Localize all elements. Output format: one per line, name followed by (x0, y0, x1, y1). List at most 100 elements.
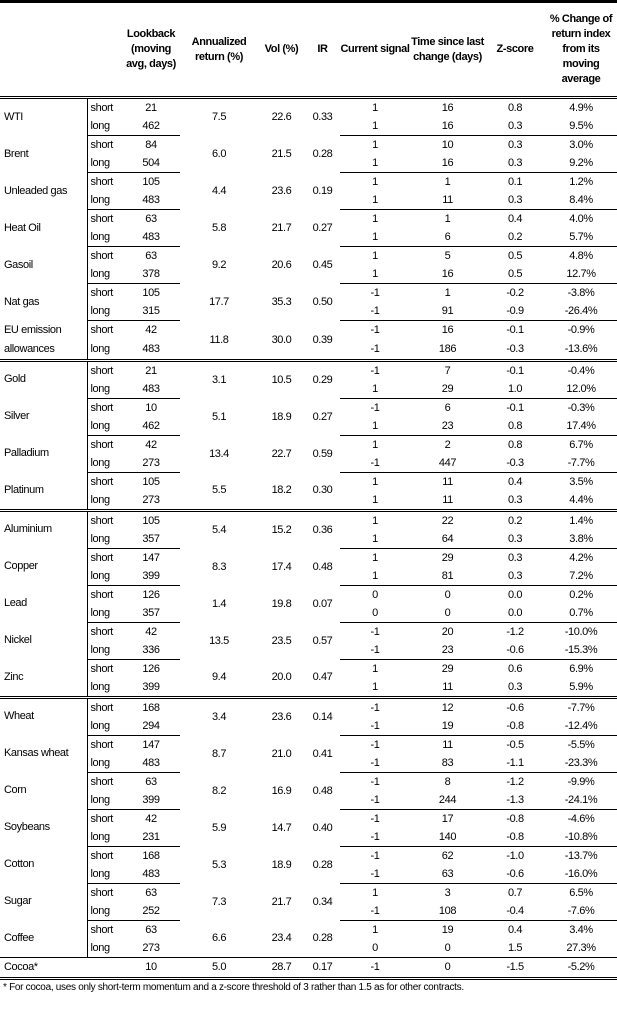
lookback-cell: 21 (122, 358, 180, 380)
pct-cell: 5.7% (545, 228, 617, 247)
signal-cell: -1 (340, 716, 410, 736)
horizon-label: long (86, 716, 122, 736)
horizon-label: short (86, 585, 122, 604)
lookback-cell: 357 (122, 603, 180, 623)
commodity-name: Coffee (4, 931, 34, 944)
horizon-label: long (86, 827, 122, 847)
commodity-name: Aluminium (0, 508, 87, 548)
pct-cell: 12.0% (545, 379, 617, 399)
vol-cell: 23.6 (271, 185, 292, 197)
horizon-label: short (86, 508, 122, 530)
horizon-label: short (86, 695, 122, 717)
pct-cell: 8.4% (545, 191, 617, 210)
z-cell: 0.2 (485, 508, 545, 530)
signal-cell: -1 (370, 849, 380, 862)
z-cell: -0.3 (485, 339, 545, 361)
table-row: Cotton short 168 5.3 18.9 0.28 -1 62 -1.0 -13.7% (0, 846, 617, 871)
pct-cell: -7.7% (545, 453, 617, 473)
horizon-label: long (86, 228, 122, 247)
time-cell: 186 (410, 339, 485, 361)
signal-cell: 1 (340, 228, 410, 247)
ann-cell: 3.1 (180, 358, 258, 398)
table-row: long 462 1 23 0.8 17.4% (0, 416, 617, 436)
table-row: Nat gas short 105 17.7 35.3 0.50 -1 1 -0.2 -3.8% (0, 283, 617, 308)
vol-cell: 30.0 (271, 333, 292, 346)
lookback-cell: 168 (122, 695, 180, 717)
commodity-name: Platinum (4, 483, 44, 496)
ir-cell: 0.40 (312, 821, 333, 834)
time-cell: 11 (410, 191, 485, 210)
time-cell: 1 (444, 176, 451, 188)
time-cell: 6 (444, 401, 451, 414)
commodity-name: Gold (0, 358, 87, 398)
vol-cell: 18.9 (271, 858, 292, 871)
lookback-cell: 42 (145, 438, 157, 451)
ir-cell: 0.29 (305, 358, 340, 398)
ann-cell: 5.9 (211, 821, 227, 834)
table-row: Coffee short 63 6.6 23.4 0.28 1 19 0.4 3.4% (0, 920, 617, 944)
z-cell: 0.4 (507, 213, 523, 225)
lookback-cell: 147 (142, 738, 160, 751)
horizon-label: long (86, 117, 122, 136)
commodity-name: Copper (4, 560, 38, 572)
horizon-label: short (86, 920, 122, 939)
pct-cell: 1.2% (569, 176, 593, 188)
z-cell: -0.9 (485, 302, 545, 321)
ann-cell: 5.0 (180, 956, 258, 980)
horizon-label: short (86, 548, 122, 567)
lookback-cell: 10 (145, 401, 157, 414)
z-cell: 0.2 (485, 228, 545, 247)
pct-cell: -24.1% (545, 790, 617, 810)
z-cell: 0.8 (507, 102, 523, 114)
pct-cell: 4.9% (569, 102, 593, 114)
lookback-cell: 10 (122, 956, 180, 980)
signal-cell: 1 (340, 416, 410, 436)
lookback-cell: 273 (122, 938, 180, 958)
pct-cell: 0.7% (545, 603, 617, 623)
time-cell: 7 (410, 358, 485, 380)
horizon-label: long (86, 640, 122, 660)
table-row: long 336 -1 23 -0.6 -15.3% (0, 640, 617, 660)
signal-cell: -1 (340, 358, 410, 380)
table-row: Gasoil short 63 9.2 20.6 0.45 1 5 0.5 4.8% (0, 246, 617, 271)
time-cell: 0 (410, 956, 485, 980)
time-cell: 81 (410, 566, 485, 586)
z-cell: 0.8 (507, 438, 523, 451)
table-row: EU emission allowances short 42 11.8 30.0 0.3… (0, 320, 617, 355)
signal-cell: 1 (340, 154, 410, 173)
commodity-name: Cocoa* (0, 956, 87, 980)
horizon-label: short (86, 735, 122, 754)
commodity-name: Silver (4, 410, 30, 422)
pct-cell: -0.3% (567, 401, 595, 414)
signal-cell: -1 (340, 753, 410, 773)
lookback-cell: 336 (122, 640, 180, 660)
table-row: Soybeans short 42 5.9 14.7 0.40 -1 17 -0.8 -4.6% (0, 809, 617, 834)
lookback-cell: 483 (122, 228, 180, 247)
table-row: Corn short 63 8.2 16.9 0.48 -1 8 -1.2 -9.9% (0, 772, 617, 797)
vol-cell: 21.7 (271, 222, 292, 234)
z-cell: 0.3 (485, 529, 545, 549)
ann-cell: 5.1 (211, 410, 227, 423)
commodity-name: Cotton (4, 858, 35, 870)
pct-cell: -13.6% (545, 339, 617, 361)
horizon-label: long (86, 603, 122, 623)
commodity-name: Kansas wheat (4, 747, 69, 759)
pct-cell: -5.2% (545, 956, 617, 980)
table-row: long 399 1 81 0.3 7.2% (0, 566, 617, 586)
time-cell: 11 (442, 475, 453, 488)
time-cell: 16 (410, 117, 485, 136)
lookback-cell: 294 (122, 716, 180, 736)
signal-cell: -1 (340, 302, 410, 321)
time-cell: 62 (441, 849, 454, 862)
commodity-name: Gasoil (4, 258, 33, 271)
z-cell: 1.5 (485, 938, 545, 958)
table-row: long 462 1 16 0.3 9.5% (0, 117, 617, 136)
z-cell: 0.4 (507, 923, 523, 936)
time-cell: 10 (441, 139, 454, 151)
time-cell: 22 (410, 508, 485, 530)
ann-cell: 4.4 (211, 185, 227, 197)
z-cell: -0.1 (506, 401, 524, 414)
table-row: long 399 1 11 0.3 5.9% (0, 677, 617, 698)
commodity-name: Brent (4, 147, 29, 160)
pct-cell: -0.4% (545, 358, 617, 380)
